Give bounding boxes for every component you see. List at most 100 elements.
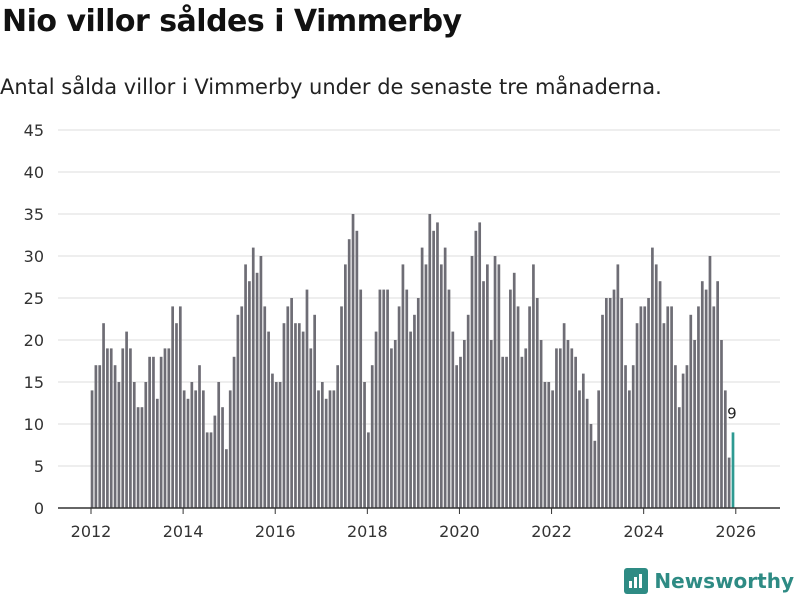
bar [202, 390, 205, 508]
bar [232, 356, 236, 508]
bar [301, 331, 305, 508]
bar [367, 432, 370, 508]
bar [136, 407, 140, 508]
bar [121, 348, 125, 508]
bar [658, 281, 662, 508]
bar [428, 214, 432, 508]
bar [697, 306, 700, 508]
x-tick-label: 2016 [255, 522, 296, 541]
bar [328, 390, 332, 508]
bar [175, 323, 178, 508]
bar [344, 264, 347, 508]
x-tick-label: 2022 [531, 522, 572, 541]
bar [113, 365, 117, 508]
bar [455, 365, 459, 508]
newsworthy-logo[interactable]: Newsworthy [624, 568, 794, 594]
bar [374, 331, 378, 508]
bar [727, 457, 731, 508]
bar [378, 289, 382, 508]
bar [386, 289, 389, 508]
highlight-label: 9 [727, 404, 737, 422]
bar [209, 432, 213, 508]
bar [90, 390, 94, 508]
bar [474, 230, 478, 509]
bar [432, 230, 435, 509]
bar [397, 306, 401, 508]
bar [152, 356, 155, 508]
bar [248, 281, 251, 508]
bar [574, 356, 577, 508]
bar [263, 306, 267, 508]
y-tick-label: 15 [24, 373, 44, 392]
x-tick-label: 2012 [71, 522, 112, 541]
bar [140, 407, 144, 508]
bar [251, 247, 255, 508]
chart-title: Nio villor såldes i Vimmerby [2, 4, 462, 39]
bar [106, 348, 109, 508]
bar [297, 323, 301, 508]
bar [654, 264, 658, 508]
bar [470, 256, 474, 508]
bar [478, 222, 482, 508]
bar [163, 348, 167, 508]
bar [225, 449, 228, 508]
bar [171, 306, 174, 508]
bar [532, 264, 535, 508]
x-tick-label: 2020 [439, 522, 480, 541]
bar [393, 340, 397, 508]
bar [528, 306, 531, 508]
bar [305, 289, 309, 508]
bar [109, 348, 113, 508]
newsworthy-logo-icon [624, 568, 649, 594]
highlight-bar [731, 432, 735, 508]
bar [555, 348, 558, 508]
x-tick-label: 2026 [715, 522, 756, 541]
bar [324, 398, 328, 508]
bar [524, 348, 528, 508]
bar [351, 214, 355, 508]
bar [309, 348, 313, 508]
bar [221, 407, 224, 508]
bar [340, 306, 343, 508]
bar [493, 256, 497, 508]
bar [320, 382, 324, 508]
bar [608, 298, 612, 508]
bar [585, 398, 589, 508]
bar [635, 323, 639, 508]
bar [439, 264, 443, 508]
bar [144, 382, 148, 508]
bar [612, 289, 616, 508]
bar [278, 382, 282, 508]
bar [355, 230, 359, 509]
y-tick-label: 10 [24, 415, 44, 434]
bar [482, 281, 485, 508]
bar [420, 247, 424, 508]
bar [317, 390, 320, 508]
bar [643, 306, 647, 508]
bar [459, 356, 462, 508]
bar [240, 306, 244, 508]
bar [363, 382, 366, 508]
bar [624, 365, 627, 508]
bar [647, 298, 650, 508]
bar [370, 365, 374, 508]
bar [178, 306, 182, 508]
bar [390, 348, 393, 508]
bar [616, 264, 620, 508]
bar [190, 382, 194, 508]
bar [601, 314, 604, 508]
bar [628, 390, 631, 508]
bar [186, 398, 190, 508]
bar [244, 264, 247, 508]
bar [194, 390, 198, 508]
bar [597, 390, 601, 508]
bar [416, 298, 420, 508]
bar [213, 415, 217, 508]
y-tick-label: 0 [34, 499, 44, 518]
bar [689, 314, 693, 508]
bar [685, 365, 689, 508]
bar [382, 289, 386, 508]
bar [666, 306, 670, 508]
bar [336, 365, 340, 508]
bar [674, 365, 677, 508]
